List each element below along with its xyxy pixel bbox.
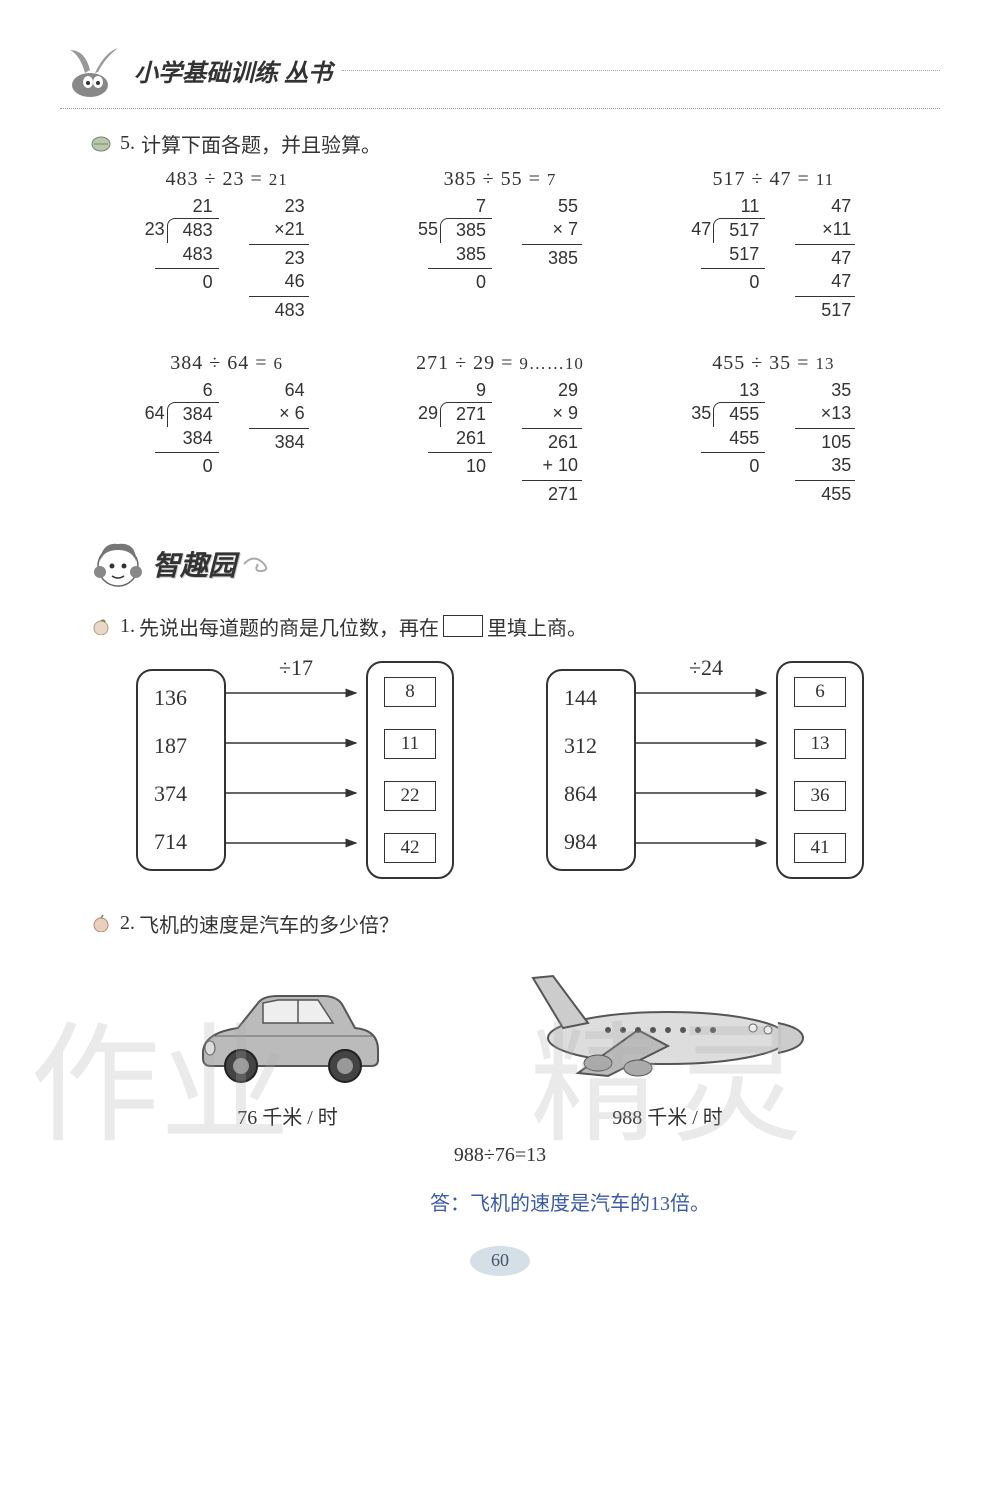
- problem-b1-label: 1.: [120, 615, 135, 638]
- apple-bullet-icon: [90, 914, 112, 932]
- check-mult: 64 × 6 384: [249, 379, 309, 454]
- problem-b1-header: 1. 先说出每道题的商是几位数，再在 里填上商。: [90, 612, 940, 641]
- vehicle-row: 76 千米 / 时 988 千米 / 时: [120, 958, 880, 1130]
- problem-5-header: 5. 计算下面各题，并且验算。: [90, 129, 940, 158]
- expr-ans: 21: [269, 170, 288, 189]
- input-box: 136 187 374 714: [136, 669, 226, 871]
- in-val: 984: [564, 829, 618, 855]
- division-row-2: 384 ÷ 64 = 6 6 64 384 384 0 64 × 6 384: [90, 352, 910, 506]
- expr: 385 ÷ 55 =: [444, 168, 541, 190]
- in-val: 374: [154, 781, 208, 807]
- arrows: ÷24: [636, 665, 776, 875]
- peach-bullet-icon: [90, 617, 112, 635]
- out-val: 6: [794, 677, 846, 707]
- header-title: 小学基础训练 丛书: [134, 53, 332, 88]
- problem-5-instruction: 计算下面各题，并且验算。: [141, 129, 381, 158]
- girl-face-icon: [90, 536, 146, 592]
- plane-label: 988 千米 / 时: [518, 1101, 818, 1130]
- answer-line: 答：飞机的速度是汽车的13倍。: [200, 1187, 940, 1216]
- output-box: 8 11 22 42: [366, 661, 454, 879]
- problem-b1-instr-a: 先说出每道题的商是几位数，再在: [139, 612, 439, 641]
- plane-block: 988 千米 / 时: [518, 958, 818, 1130]
- problem-b2-label: 2.: [120, 912, 135, 935]
- expr: 384 ÷ 64 =: [170, 352, 267, 374]
- section-banner: 智趣园: [90, 536, 940, 592]
- longdiv: 6 64 384 384 0: [145, 379, 219, 479]
- longdiv: 9 29 271 261 10: [418, 379, 492, 479]
- out-val: 11: [384, 729, 436, 759]
- problem-b2-header: 2. 飞机的速度是汽车的多少倍？: [90, 909, 940, 938]
- page-number-wrap: 60: [60, 1246, 940, 1276]
- expr: 517 ÷ 47 =: [713, 168, 810, 190]
- longdiv: 21 23 483 483 0: [145, 195, 219, 295]
- check-mult: 35 ×13 105 35 455: [795, 379, 855, 506]
- in-val: 187: [154, 733, 208, 759]
- problem-b2-instruction: 飞机的速度是汽车的多少倍？: [139, 909, 399, 938]
- in-val: 714: [154, 829, 208, 855]
- longdiv: 11 47 517 517 0: [691, 195, 765, 295]
- input-box: 144 312 864 984: [546, 669, 636, 871]
- expr-ans: 6: [274, 354, 284, 373]
- expr-ans: 11: [816, 170, 834, 189]
- sprout-icon: [60, 40, 130, 100]
- swirl-icon: [240, 549, 280, 579]
- out-val: 13: [794, 729, 846, 759]
- expr: 271 ÷ 29 =: [416, 352, 513, 374]
- expr: 455 ÷ 35 =: [712, 352, 809, 374]
- div-block-384-64: 384 ÷ 64 = 6 6 64 384 384 0 64 × 6 384: [90, 352, 363, 506]
- longdiv: 13 35 455 455 0: [691, 379, 765, 479]
- check-mult: 23 ×21 23 46 483: [249, 195, 309, 322]
- page-number: 60: [470, 1246, 530, 1276]
- expr: 483 ÷ 23 =: [166, 168, 263, 190]
- output-box: 6 13 36 41: [776, 661, 864, 879]
- div-block-483-23: 483 ÷ 23 = 21 21 23 483 483 0 23 ×21 2: [90, 168, 363, 322]
- check-mult: 55 × 7 385: [522, 195, 582, 270]
- arrows: ÷17: [226, 665, 366, 875]
- check-mult: 29 × 9 261 + 10 271: [522, 379, 582, 506]
- division-row-1: 483 ÷ 23 = 21 21 23 483 483 0 23 ×21 2: [90, 168, 910, 322]
- out-val: 22: [384, 781, 436, 811]
- out-val: 42: [384, 833, 436, 863]
- expr-ans: 7: [547, 170, 557, 189]
- longdiv: 7 55 385 385 0: [418, 195, 492, 295]
- expr-ans: 9……10: [519, 354, 584, 373]
- out-val: 8: [384, 677, 436, 707]
- diagram-div24: 144 312 864 984 ÷24 6 13 36 41: [546, 661, 864, 879]
- calc-line: 988÷76=13: [60, 1144, 940, 1167]
- problem-b1-instr-b: 里填上商。: [487, 612, 587, 641]
- div-block-517-47: 517 ÷ 47 = 11 11 47 517 517 0 47 ×11 4: [637, 168, 910, 322]
- blank-box-icon: [443, 615, 483, 637]
- div-block-455-35: 455 ÷ 35 = 13 13 35 455 455 0 35 ×13 1: [637, 352, 910, 506]
- plane-icon: [518, 958, 818, 1088]
- header-dotted-line: [342, 70, 940, 71]
- diagram-row: 136 187 374 714 ÷17 8 11 22 42: [90, 661, 910, 879]
- div-block-271-29: 271 ÷ 29 = 9……10 9 29 271 261 10 29 × 9: [363, 352, 636, 506]
- in-val: 144: [564, 685, 618, 711]
- car-block: 76 千米 / 时: [183, 978, 393, 1130]
- check-mult: 47 ×11 47 47 517: [795, 195, 855, 322]
- car-label: 76 千米 / 时: [183, 1101, 393, 1130]
- in-val: 136: [154, 685, 208, 711]
- out-val: 36: [794, 781, 846, 811]
- div-block-385-55: 385 ÷ 55 = 7 7 55 385 385 0 55 × 7 385: [363, 168, 636, 322]
- diagram-div17: 136 187 374 714 ÷17 8 11 22 42: [136, 661, 454, 879]
- in-val: 312: [564, 733, 618, 759]
- page-header: 小学基础训练 丛书: [60, 40, 940, 109]
- out-val: 41: [794, 833, 846, 863]
- expr-ans: 13: [815, 354, 834, 373]
- problem-5-label: 5.: [120, 132, 135, 155]
- car-icon: [183, 978, 393, 1088]
- leaf-bullet-icon: [90, 135, 112, 153]
- in-val: 864: [564, 781, 618, 807]
- banner-text: 智趣园: [152, 544, 236, 584]
